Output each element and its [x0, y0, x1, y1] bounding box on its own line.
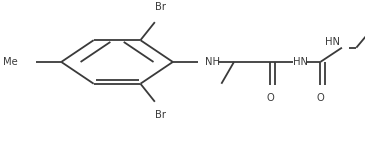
Text: O: O [266, 93, 274, 104]
Text: HN: HN [325, 37, 340, 47]
Text: Br: Br [155, 110, 166, 120]
Text: Me: Me [3, 57, 18, 67]
Text: Br: Br [155, 2, 166, 12]
Text: O: O [317, 93, 324, 104]
Text: HN: HN [293, 57, 308, 67]
Text: NH: NH [205, 57, 220, 67]
